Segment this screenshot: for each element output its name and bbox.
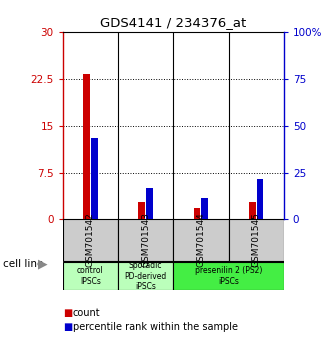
Text: GSM701543: GSM701543 <box>141 212 150 268</box>
Text: count: count <box>73 308 100 318</box>
Bar <box>228 219 284 261</box>
Text: ■: ■ <box>63 322 72 332</box>
Bar <box>201 198 208 219</box>
Text: presenilin 2 (PS2)
iPSCs: presenilin 2 (PS2) iPSCs <box>195 267 262 286</box>
Bar <box>83 74 90 219</box>
Bar <box>138 202 145 219</box>
Bar <box>118 262 173 290</box>
Text: GSM701542: GSM701542 <box>86 213 95 267</box>
Bar <box>63 219 118 261</box>
Bar <box>63 262 118 290</box>
Bar <box>194 208 200 219</box>
Text: GSM701545: GSM701545 <box>252 212 261 268</box>
Bar <box>146 188 153 219</box>
Bar <box>173 262 284 290</box>
Title: GDS4141 / 234376_at: GDS4141 / 234376_at <box>100 16 247 29</box>
Bar <box>249 202 256 219</box>
Bar <box>118 219 173 261</box>
Bar <box>257 179 263 219</box>
Text: control
IPSCs: control IPSCs <box>77 267 104 286</box>
Text: percentile rank within the sample: percentile rank within the sample <box>73 322 238 332</box>
Text: ■: ■ <box>63 308 72 318</box>
Bar <box>91 138 98 219</box>
Text: cell line: cell line <box>3 259 44 269</box>
Bar <box>173 219 228 261</box>
Text: ▶: ▶ <box>38 257 48 270</box>
Text: GSM701544: GSM701544 <box>196 213 205 267</box>
Text: Sporadic
PD-derived
iPSCs: Sporadic PD-derived iPSCs <box>124 261 167 291</box>
